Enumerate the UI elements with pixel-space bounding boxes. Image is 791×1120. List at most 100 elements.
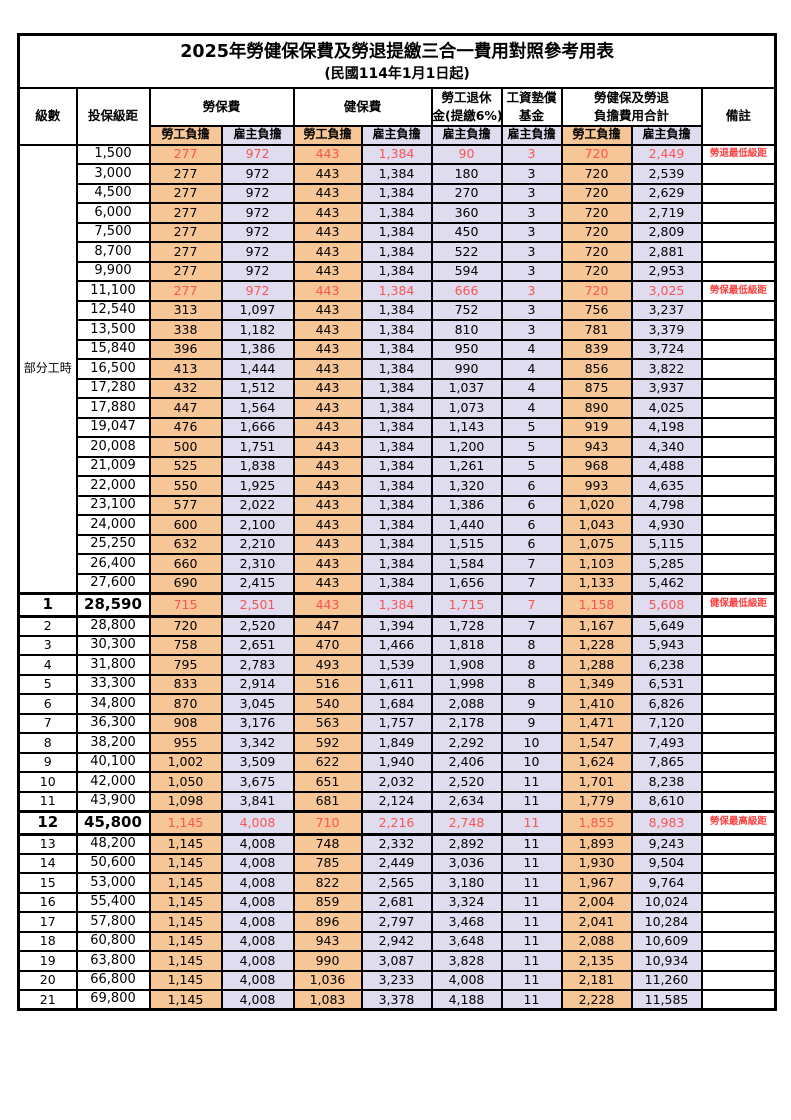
bracket-cell: 16,500 [75,358,151,380]
remark-cell [700,891,777,913]
labor-employer-cell: 972 [220,202,295,224]
pension-employer-cell: 3,324 [430,891,503,913]
pension-employer-cell: 2,088 [430,693,503,715]
pension-employer-cell: 2,406 [430,751,503,773]
labor-employer-cell: 1,751 [220,436,295,458]
health-employee-cell: 710 [292,809,363,836]
health-employee-cell: 563 [292,712,363,734]
arrears-employer-cell: 11 [500,950,563,972]
col-header-level: 級數 [17,86,78,146]
pension-employer-cell: 2,292 [430,732,503,754]
total-employer-cell: 5,649 [630,615,703,637]
pension-employer-cell: 360 [430,202,503,224]
bracket-cell: 60,800 [75,930,151,952]
bracket-cell: 20,008 [75,436,151,458]
col-header-labor-insurance: 勞保費 [148,86,295,127]
total-employee-cell: 919 [560,416,633,438]
remark-cell [700,455,777,477]
remark-cell [700,989,777,1011]
bracket-cell: 28,800 [75,615,151,637]
health-employer-cell: 1,539 [360,654,433,676]
labor-employer-cell: 2,651 [220,634,295,656]
remark-cell [700,514,777,536]
total-employee-cell: 1,158 [560,591,633,618]
bracket-cell: 19,047 [75,416,151,438]
health-employer-cell: 1,384 [360,572,433,594]
table-row: 20 66,800 1,145 4,008 1,036 3,233 4,008 11 2,181… [17,969,777,991]
subheader-pension-employer: 雇主負擔 [430,124,503,146]
col-header-total-line1: 勞健保及勞退 [593,90,669,105]
total-employer-cell: 8,610 [630,790,703,812]
labor-employee-cell: 277 [148,202,223,224]
level-cell: 11 [17,790,78,812]
reference-table-page: 2025年勞健保保費及勞退提繳三合一費用對照參考用表 (民國114年1月1日起)… [17,33,778,1011]
level-cell: 8 [17,732,78,754]
bracket-cell: 25,250 [75,533,151,555]
total-employer-cell: 9,243 [630,833,703,855]
level-cell: 17 [17,911,78,933]
remark-cell [700,673,777,695]
health-employer-cell: 1,757 [360,712,433,734]
level-cell: 13 [17,833,78,855]
total-employer-cell: 2,449 [630,143,703,165]
level-cell: 15 [17,872,78,894]
labor-employer-cell: 1,666 [220,416,295,438]
total-employee-cell: 1,967 [560,872,633,894]
pension-employer-cell: 1,261 [430,455,503,477]
pension-employer-cell: 270 [430,182,503,204]
col-header-pension-line2: 金(提繳6%) [432,107,502,123]
bracket-cell: 30,300 [75,634,151,656]
health-employer-cell: 2,449 [360,852,433,874]
pension-employer-cell: 1,715 [430,591,503,618]
total-employer-cell: 8,983 [630,809,703,836]
health-employee-cell: 443 [292,436,363,458]
total-employer-cell: 3,025 [630,280,703,302]
health-employee-cell: 443 [292,241,363,263]
labor-employee-cell: 600 [148,514,223,536]
total-employer-cell: 4,488 [630,455,703,477]
total-employee-cell: 1,167 [560,615,633,637]
total-employer-cell: 3,822 [630,358,703,380]
total-employer-cell: 2,809 [630,221,703,243]
col-header-bracket: 投保級距 [75,86,151,146]
labor-employer-cell: 4,008 [220,930,295,952]
pension-employer-cell: 3,180 [430,872,503,894]
arrears-employer-cell: 9 [500,693,563,715]
health-employee-cell: 592 [292,732,363,754]
total-employee-cell: 2,041 [560,911,633,933]
table-row: 8,700 277 972 443 1,384 522 3 720 2,881 [19,241,777,263]
remark-cell: 勞退最低級距 [700,143,777,165]
bracket-cell: 13,500 [75,319,151,341]
arrears-employer-cell: 3 [500,202,563,224]
labor-employer-cell: 4,008 [220,891,295,913]
pension-employer-cell: 1,998 [430,673,503,695]
total-employee-cell: 781 [560,319,633,341]
col-header-pension: 勞工退休金(提繳6%) [430,86,503,127]
health-employer-cell: 1,384 [360,455,433,477]
health-employer-cell: 1,384 [360,202,433,224]
arrears-employer-cell: 7 [500,553,563,575]
table-row: 12 45,800 1,145 4,008 710 2,216 2,748 11 1,855 8,… [17,809,777,836]
subheader-total-employee: 勞工負擔 [560,124,633,146]
pension-employer-cell: 752 [430,299,503,321]
table-row: 24,000 600 2,100 443 1,384 1,440 6 1,043 4,930 [19,514,777,536]
total-employee-cell: 1,043 [560,514,633,536]
arrears-employer-cell: 11 [500,969,563,991]
labor-employee-cell: 1,145 [148,891,223,913]
bracket-cell: 50,600 [75,852,151,874]
bracket-cell: 24,000 [75,514,151,536]
arrears-employer-cell: 6 [500,494,563,516]
health-employer-cell: 1,384 [360,475,433,497]
total-employee-cell: 756 [560,299,633,321]
total-employer-cell: 3,237 [630,299,703,321]
table-row: 1 28,590 715 2,501 443 1,384 1,715 7 1,158 5,608 健… [17,591,777,618]
col-header-pension-line1: 勞工退休 [441,90,492,105]
arrears-employer-cell: 4 [500,358,563,380]
health-employer-cell: 1,849 [360,732,433,754]
labor-employer-cell: 2,501 [220,591,295,618]
labor-employer-cell: 972 [220,182,295,204]
labor-employee-cell: 525 [148,455,223,477]
pension-employer-cell: 810 [430,319,503,341]
pension-employer-cell: 3,648 [430,930,503,952]
page-title: 2025年勞健保保費及勞退提繳三合一費用對照參考用表 [180,42,614,63]
